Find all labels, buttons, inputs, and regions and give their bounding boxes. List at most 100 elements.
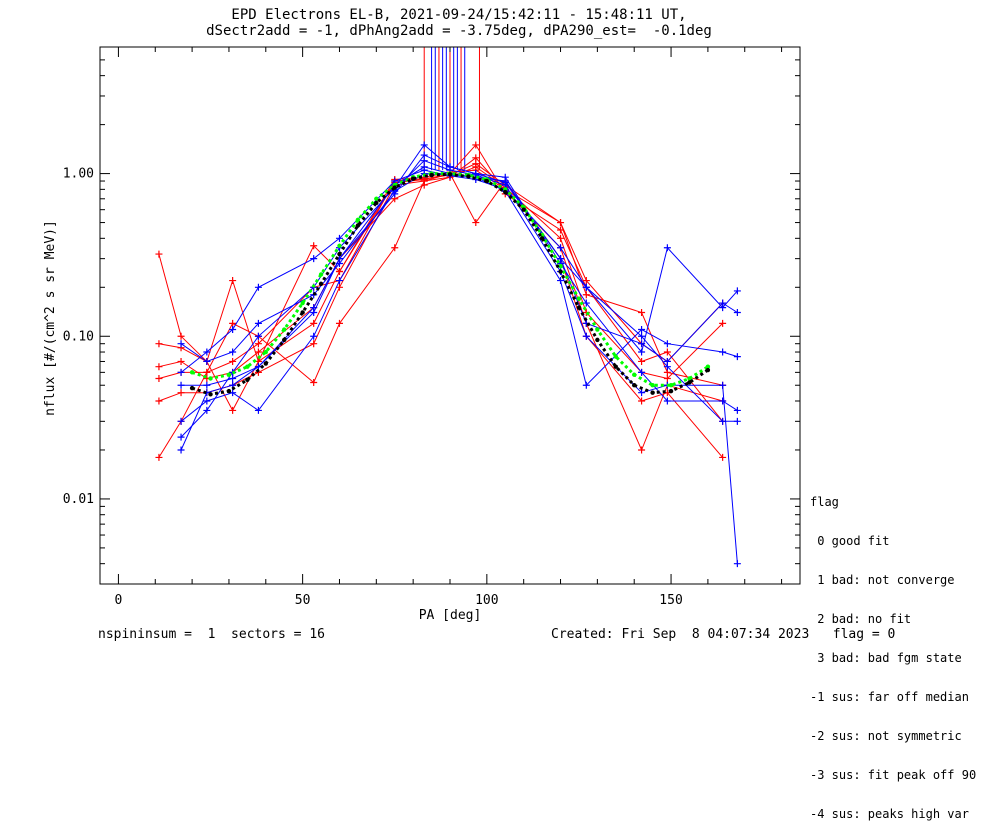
data-point — [668, 388, 674, 394]
data-point — [663, 348, 671, 356]
data-point — [177, 368, 185, 376]
data-point — [177, 340, 185, 348]
data-point — [318, 281, 324, 287]
data-point — [582, 291, 590, 299]
data-point — [466, 174, 471, 179]
data-point — [663, 244, 671, 252]
series-line — [158, 163, 723, 386]
data-point — [582, 381, 590, 389]
data-point — [155, 250, 163, 258]
data-point — [177, 446, 185, 454]
data-point — [335, 277, 343, 285]
x-tick-label: 100 — [475, 593, 498, 608]
x-axis-label: PA [deg] — [419, 608, 482, 623]
data-point — [719, 319, 727, 327]
x-tick-label: 150 — [659, 593, 682, 608]
data-point — [263, 349, 268, 355]
data-point — [318, 272, 324, 277]
flag-legend-item: 1 bad: not converge — [810, 573, 955, 587]
data-point — [472, 219, 480, 227]
flag-legend: flag 0 good fit 1 bad: not converge 2 ba… — [810, 470, 976, 834]
data-point — [613, 354, 618, 359]
saturation-spikes — [423, 47, 480, 171]
data-point — [687, 380, 692, 385]
data-point — [638, 389, 646, 397]
data-point — [613, 364, 618, 369]
data-point — [229, 277, 237, 285]
data-point — [719, 299, 727, 307]
data-point — [254, 319, 262, 327]
data-point — [282, 337, 287, 343]
data-point — [300, 300, 305, 306]
data-point — [177, 389, 185, 397]
data-point — [310, 378, 318, 386]
data-point — [189, 385, 195, 391]
data-point — [446, 163, 454, 171]
data-point — [472, 160, 480, 168]
data-point — [155, 397, 163, 405]
flag-legend-item: -4 sus: peaks high var — [810, 807, 969, 821]
data-point — [177, 357, 185, 365]
data-point — [638, 446, 646, 454]
data-point — [229, 406, 237, 414]
data-point — [254, 348, 262, 356]
data-point — [254, 406, 262, 414]
data-point — [429, 172, 434, 178]
data-point — [582, 299, 590, 307]
data-point — [705, 364, 711, 369]
data-point — [719, 453, 727, 461]
data-point — [557, 234, 565, 242]
data-point — [155, 363, 163, 371]
data-point — [705, 367, 711, 373]
x-tick-label: 50 — [295, 593, 311, 608]
data-point — [557, 219, 565, 227]
data-point — [663, 363, 671, 371]
data-point — [310, 319, 318, 327]
data-point — [177, 433, 185, 441]
flag-legend-title: flag — [810, 495, 839, 509]
data-point — [576, 296, 582, 301]
flag-legend-item: 2 bad: no fit — [810, 612, 912, 626]
data-point — [719, 417, 727, 425]
data-point — [226, 372, 232, 377]
data-point — [282, 327, 287, 332]
data-point — [155, 340, 163, 348]
data-point — [337, 243, 342, 248]
data-point — [254, 340, 262, 348]
data-point — [558, 263, 563, 269]
series-line — [191, 172, 709, 387]
series-line — [158, 157, 723, 452]
data-point — [245, 364, 250, 369]
data-point — [733, 308, 741, 316]
series-4 — [155, 141, 727, 425]
series-8 — [177, 151, 741, 454]
data-point — [558, 269, 563, 274]
data-point — [582, 277, 590, 285]
data-point — [254, 332, 262, 340]
data-point — [472, 154, 480, 162]
data-point — [335, 268, 343, 276]
y-axis-label: nflux [#/(cm^2 s sr MeV)] — [43, 220, 58, 416]
data-point — [632, 372, 637, 377]
data-point — [539, 236, 545, 241]
data-point — [208, 376, 213, 381]
data-point — [733, 287, 741, 295]
data-point — [733, 560, 741, 568]
data-point — [503, 189, 508, 195]
data-point — [595, 327, 600, 332]
data-point — [229, 326, 237, 334]
data-point — [719, 397, 727, 405]
data-point — [208, 392, 213, 397]
data-point — [203, 357, 211, 365]
series-5 — [155, 160, 727, 389]
data-point — [177, 381, 185, 389]
flag-legend-item: -1 sus: far off median — [810, 690, 969, 704]
data-point — [155, 453, 163, 461]
data-point — [410, 176, 416, 181]
data-point — [663, 375, 671, 382]
data-point — [638, 348, 646, 356]
data-point — [638, 326, 646, 334]
data-point — [374, 196, 379, 201]
flag-legend-item: -3 sus: fit peak off 90 — [810, 768, 977, 782]
data-point — [733, 417, 741, 425]
